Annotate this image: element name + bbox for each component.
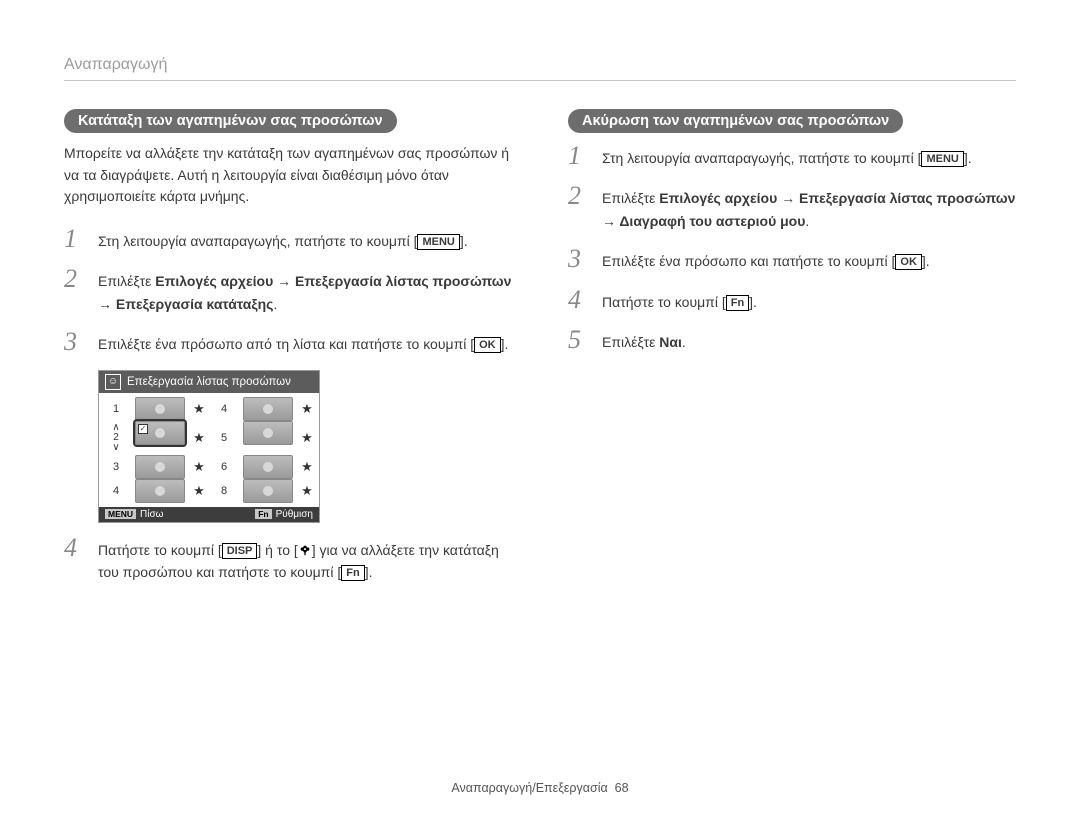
step-4-left: 4 Πατήστε το κουμπί [DISP] ή το [] για ν… [64, 535, 512, 584]
step-text-pre: Πατήστε το κουμπί [ [602, 294, 726, 310]
star-icon: ★ [193, 421, 205, 455]
mock-num: 8 [213, 479, 235, 503]
mock-face [135, 397, 185, 421]
section-title-left: Κατάταξη των αγαπημένων σας προσώπων [64, 109, 397, 133]
mock-face [243, 397, 293, 421]
step-body: Επιλέξτε Επιλογές αρχείου → Επεξεργασία … [98, 266, 512, 315]
macro-flower-icon [298, 543, 312, 557]
mock-title-bar: ☺ Επεξεργασία λίστας προσώπων [99, 371, 319, 393]
mock-num: 5 [213, 421, 235, 455]
step-body: Στη λειτουργία αναπαραγωγής, πατήστε το … [98, 226, 468, 252]
star-icon: ★ [301, 479, 313, 503]
step-number: 2 [568, 183, 590, 209]
left-column: Κατάταξη των αγαπημένων σας προσώπων Μπο… [64, 109, 512, 597]
step-text: . [273, 296, 277, 312]
step-body: Επιλέξτε Επιλογές αρχείου → Επεξεργασία … [602, 183, 1016, 232]
star-icon: ★ [193, 479, 205, 503]
step-body: Επιλέξτε Ναι. [602, 327, 686, 353]
ok-button-label: OK [474, 337, 501, 353]
mock-num: 3 [105, 455, 127, 479]
section-title-right: Ακύρωση των αγαπημένων σας προσώπων [568, 109, 903, 133]
step-text: Επιλέξτε [602, 334, 659, 350]
step-text-post: ]. [501, 336, 509, 352]
star-icon: ★ [301, 397, 313, 421]
step-text-pre: Στη λειτουργία αναπαραγωγής, πατήστε το … [98, 233, 417, 249]
mock-face [135, 455, 185, 479]
step-text: . [805, 213, 809, 229]
step-body: Επιλέξτε ένα πρόσωπο από τη λίστα και πα… [98, 329, 508, 355]
mock-grid: 1 ★ 4 ★ ∧2∨ ✓ ★ 5 ★ 3 ★ 6 ★ [99, 393, 319, 507]
page-header: Αναπαραγωγή [64, 56, 1016, 81]
menu-button-label: MENU [417, 234, 459, 250]
mock-num-selected: ∧2∨ [105, 421, 127, 455]
step-1-left: 1 Στη λειτουργία αναπαραγωγής, πατήστε τ… [64, 226, 512, 252]
face-list-icon: ☺ [105, 374, 121, 390]
step-text-pre: Επιλέξτε ένα πρόσωπο και πατήστε το κουμ… [602, 253, 895, 269]
step-4-right: 4 Πατήστε το κουμπί [Fn]. [568, 287, 1016, 313]
intro-text: Μπορείτε να αλλάξετε την κατάταξη των αγ… [64, 143, 512, 208]
content-columns: Κατάταξη των αγαπημένων σας προσώπων Μπο… [64, 109, 1016, 597]
mock-footer: MENU Πίσω Fn Ρύθμιση [99, 507, 319, 522]
mock-num: 1 [105, 397, 127, 421]
page-footer: Αναπαραγωγή/Επεξεργασία 68 [0, 781, 1080, 795]
step-number: 1 [64, 226, 86, 252]
mock-face [243, 455, 293, 479]
mock-back-label: Πίσω [140, 509, 163, 520]
step-number: 3 [568, 246, 590, 272]
mock-face: ✓ [135, 421, 185, 445]
step-text-post: ]. [749, 294, 757, 310]
step-number: 1 [568, 143, 590, 169]
star-icon: ★ [193, 397, 205, 421]
step-text-pre: Στη λειτουργία αναπαραγωγής, πατήστε το … [602, 150, 921, 166]
step-1-right: 1 Στη λειτουργία αναπαραγωγής, πατήστε τ… [568, 143, 1016, 169]
fn-button-label: Fn [726, 295, 749, 311]
step-number: 4 [64, 535, 86, 561]
step-number: 3 [64, 329, 86, 355]
step-3-left: 3 Επιλέξτε ένα πρόσωπο από τη λίστα και … [64, 329, 512, 355]
step-2-right: 2 Επιλέξτε Επιλογές αρχείου → Επεξεργασί… [568, 183, 1016, 232]
step-text-post: ]. [460, 233, 468, 249]
step-body: Στη λειτουργία αναπαραγωγής, πατήστε το … [602, 143, 972, 169]
step-text-post: ]. [964, 150, 972, 166]
mock-title-text: Επεξεργασία λίστας προσώπων [127, 376, 291, 388]
step-number: 4 [568, 287, 590, 313]
mock-face [243, 421, 293, 445]
step-bold: Επιλογές αρχείου → Επεξεργασία λίστας πρ… [98, 273, 511, 311]
step-text: Επιλέξτε [98, 273, 155, 289]
mock-fn-btn: Fn [255, 509, 271, 519]
mock-set: Fn Ρύθμιση [255, 509, 313, 520]
step-bold: Ναι [659, 334, 682, 350]
page-number: 68 [615, 781, 629, 795]
mock-set-label: Ρύθμιση [276, 509, 313, 520]
step-text: . [682, 334, 686, 350]
ok-button-label: OK [895, 254, 922, 270]
step-body: Πατήστε το κουμπί [DISP] ή το [] για να … [98, 535, 512, 584]
mock-face [243, 479, 293, 503]
mock-menu-btn: MENU [105, 509, 136, 519]
step-text-pre: Επιλέξτε ένα πρόσωπο από τη λίστα και πα… [98, 336, 474, 352]
mock-face [135, 479, 185, 503]
step-text: Επιλέξτε [602, 190, 659, 206]
step-body: Πατήστε το κουμπί [Fn]. [602, 287, 757, 313]
step-2-left: 2 Επιλέξτε Επιλογές αρχείου → Επεξεργασί… [64, 266, 512, 315]
step-3-right: 3 Επιλέξτε ένα πρόσωπο και πατήστε το κο… [568, 246, 1016, 272]
disp-button-label: DISP [222, 543, 258, 559]
mock-num: 4 [213, 397, 235, 421]
step-body: Επιλέξτε ένα πρόσωπο και πατήστε το κουμ… [602, 246, 930, 272]
face-list-mock: ☺ Επεξεργασία λίστας προσώπων 1 ★ 4 ★ ∧2… [98, 370, 320, 523]
fn-button-label: Fn [341, 565, 364, 581]
step-text-post: ]. [922, 253, 930, 269]
star-icon: ★ [301, 421, 313, 455]
star-icon: ★ [193, 455, 205, 479]
mock-back: MENU Πίσω [105, 509, 163, 520]
step-5-right: 5 Επιλέξτε Ναι. [568, 327, 1016, 353]
mock-num: 4 [105, 479, 127, 503]
right-column: Ακύρωση των αγαπημένων σας προσώπων 1 Στ… [568, 109, 1016, 597]
step-number: 5 [568, 327, 590, 353]
star-icon: ★ [301, 455, 313, 479]
menu-button-label: MENU [921, 151, 963, 167]
mock-num: 6 [213, 455, 235, 479]
footer-text: Αναπαραγωγή/Επεξεργασία [451, 781, 607, 795]
step-number: 2 [64, 266, 86, 292]
